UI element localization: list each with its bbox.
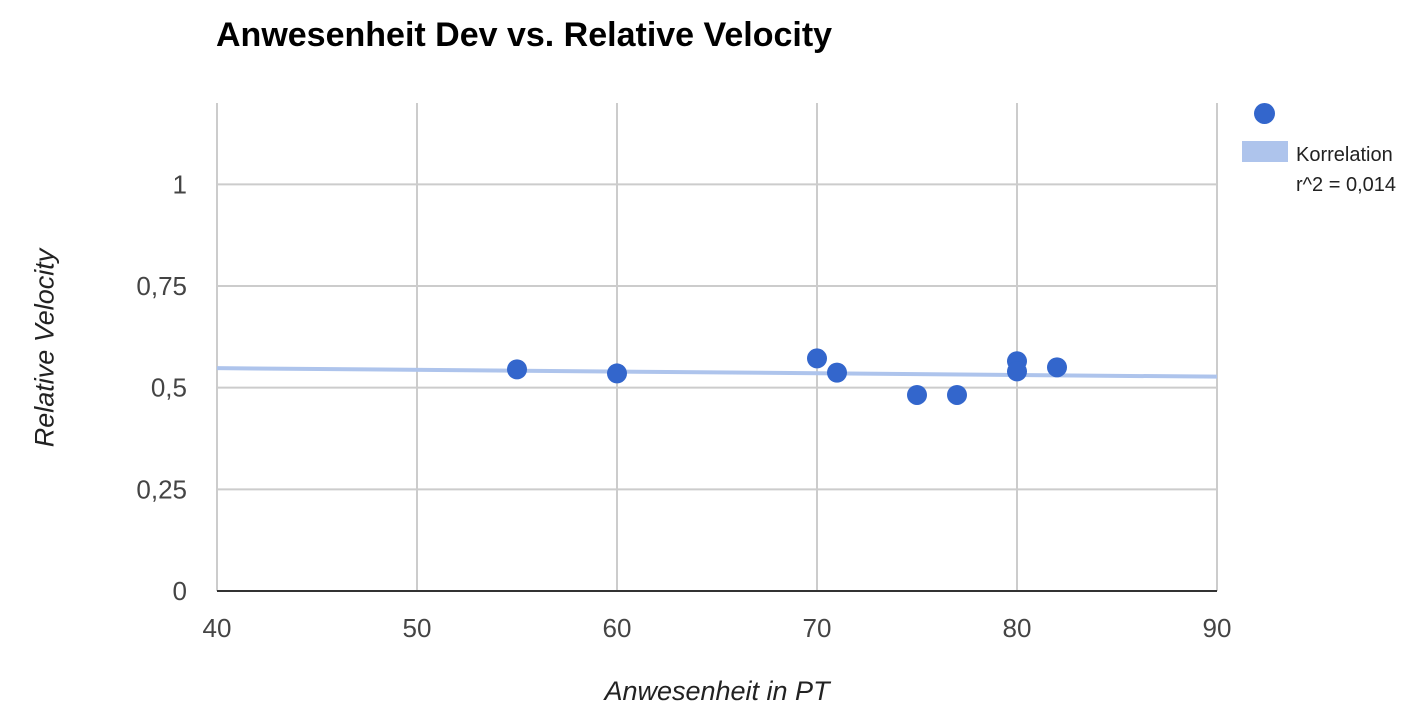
legend-trendline-swatch — [1242, 141, 1288, 162]
data-point — [1007, 361, 1027, 382]
x-tick-label: 90 — [1203, 613, 1232, 643]
y-axis-label: Relative Velocity — [29, 248, 60, 448]
data-point — [947, 384, 967, 405]
chart-title: Anwesenheit Dev vs. Relative Velocity — [216, 16, 833, 54]
data-point — [807, 348, 827, 369]
y-tick-label: 1 — [173, 169, 187, 199]
legend-trendline-text: Korrelation r^2 = 0,014 — [1296, 140, 1396, 200]
y-tick-label: 0,5 — [151, 373, 187, 403]
data-point — [907, 384, 927, 405]
x-tick-label: 60 — [603, 613, 632, 643]
data-point — [1047, 357, 1067, 378]
data-point — [507, 359, 527, 380]
trendline — [216, 366, 1218, 379]
data-point — [607, 363, 627, 384]
tick-labels: 40 50 60 70 80 90 0 0,25 0,5 0,75 1 — [136, 169, 1231, 643]
x-tick-label: 40 — [203, 613, 232, 643]
grid-lines — [216, 103, 1218, 591]
x-tick-label: 70 — [803, 613, 832, 643]
y-tick-label: 0 — [173, 576, 187, 606]
x-tick-label: 80 — [1003, 613, 1032, 643]
x-axis-label: Anwesenheit in PT — [604, 676, 830, 706]
legend-trendline-r2: r^2 = 0,014 — [1296, 174, 1397, 196]
legend-series-marker — [1254, 103, 1275, 124]
data-points — [507, 348, 1067, 405]
x-tick-label: 50 — [403, 613, 432, 643]
legend-trendline-name: Korrelation — [1296, 144, 1393, 166]
trendline-group — [216, 366, 1218, 379]
y-tick-label: 0,75 — [136, 271, 187, 301]
y-tick-label: 0,25 — [136, 474, 187, 504]
data-point — [827, 362, 847, 383]
